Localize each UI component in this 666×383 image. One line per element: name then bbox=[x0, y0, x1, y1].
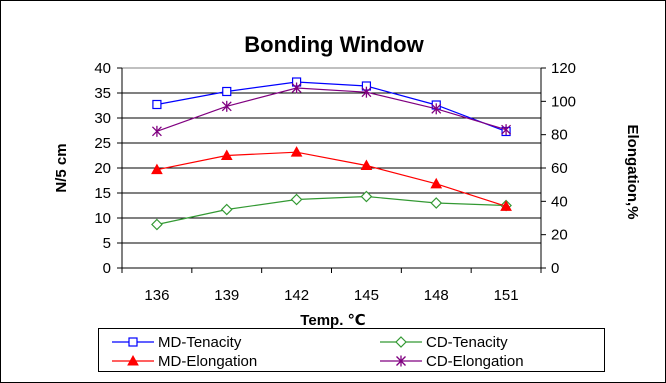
data-point bbox=[431, 103, 442, 115]
series-line bbox=[156, 87, 507, 132]
data-point bbox=[220, 149, 233, 160]
legend-box bbox=[98, 328, 605, 372]
data-point bbox=[360, 190, 373, 203]
data-point bbox=[430, 197, 443, 209]
legend-label: CD-Tenacity bbox=[426, 334, 508, 351]
legend: MD-Tenacity CD-Tenacity MD-Elongation CD-El… bbox=[112, 334, 524, 370]
data-point bbox=[291, 82, 302, 94]
data-point bbox=[290, 193, 303, 206]
x-axis-ticks: 136 139 142 145 148 151 bbox=[121, 268, 542, 304]
data-point bbox=[222, 86, 232, 97]
left-tick-label: 35 bbox=[94, 85, 111, 102]
legend-entry: MD-Elongation bbox=[112, 353, 257, 370]
left-tick-label: 30 bbox=[94, 110, 111, 127]
legend-entry: CD-Tenacity bbox=[380, 334, 508, 351]
x-tick-label: 136 bbox=[144, 287, 169, 304]
series-line bbox=[156, 195, 507, 226]
data-point bbox=[151, 218, 163, 231]
series-md-elongation bbox=[151, 146, 512, 211]
series-line bbox=[156, 151, 507, 207]
series-cd-tenacity bbox=[151, 190, 512, 231]
right-tick-label: 20 bbox=[551, 227, 568, 244]
data-point bbox=[151, 163, 163, 175]
data-point bbox=[220, 203, 233, 216]
legend-marker bbox=[396, 355, 406, 367]
right-tick-label: 100 bbox=[551, 93, 576, 110]
data-point bbox=[152, 99, 162, 110]
legend-entry: MD-Tenacity bbox=[112, 334, 242, 351]
data-point bbox=[151, 125, 162, 137]
x-axis-label: Temp. ℃ bbox=[300, 312, 365, 329]
plot-area bbox=[121, 67, 542, 269]
data-point bbox=[360, 159, 373, 170]
left-tick-label: 15 bbox=[94, 185, 111, 202]
right-tick-label: 80 bbox=[551, 127, 568, 144]
series-line bbox=[156, 81, 507, 133]
left-tick-label: 40 bbox=[94, 60, 111, 77]
right-tick-label: 40 bbox=[551, 193, 568, 210]
data-point bbox=[290, 146, 303, 157]
legend-label: MD-Tenacity bbox=[158, 334, 242, 351]
data-point bbox=[501, 124, 512, 136]
x-tick-label: 151 bbox=[494, 287, 519, 304]
left-tick-label: 0 bbox=[103, 260, 111, 277]
chart-title: Bonding Window bbox=[244, 32, 424, 57]
legend-marker bbox=[127, 354, 139, 366]
left-tick-label: 25 bbox=[94, 135, 111, 152]
series-cd-elongation bbox=[151, 82, 512, 137]
left-axis-ticks: 0 5 10 15 20 25 30 35 40 bbox=[94, 60, 122, 277]
left-tick-label: 10 bbox=[94, 210, 111, 227]
data-point bbox=[221, 100, 232, 112]
data-point bbox=[430, 177, 443, 189]
legend-marker bbox=[128, 337, 138, 347]
series-layer bbox=[151, 77, 512, 231]
legend-marker bbox=[395, 336, 407, 348]
x-tick-label: 145 bbox=[354, 287, 379, 304]
right-axis-ticks: 0 20 40 60 80 100 120 bbox=[541, 60, 576, 277]
legend-entry: CD-Elongation bbox=[380, 353, 524, 370]
left-tick-label: 20 bbox=[94, 160, 111, 177]
x-tick-label: 148 bbox=[424, 287, 449, 304]
y2-axis-label: Elongation,% bbox=[624, 125, 641, 220]
legend-label: CD-Elongation bbox=[426, 353, 524, 370]
right-tick-label: 120 bbox=[551, 60, 576, 77]
data-point bbox=[361, 86, 372, 98]
y-axis-label: N/5 cm bbox=[53, 143, 70, 192]
right-tick-label: 60 bbox=[551, 160, 568, 177]
x-tick-label: 139 bbox=[214, 287, 239, 304]
legend-label: MD-Elongation bbox=[158, 353, 257, 370]
right-tick-label: 0 bbox=[551, 260, 559, 277]
left-tick-label: 5 bbox=[103, 235, 111, 252]
x-tick-label: 142 bbox=[284, 287, 309, 304]
data-point bbox=[500, 200, 512, 211]
